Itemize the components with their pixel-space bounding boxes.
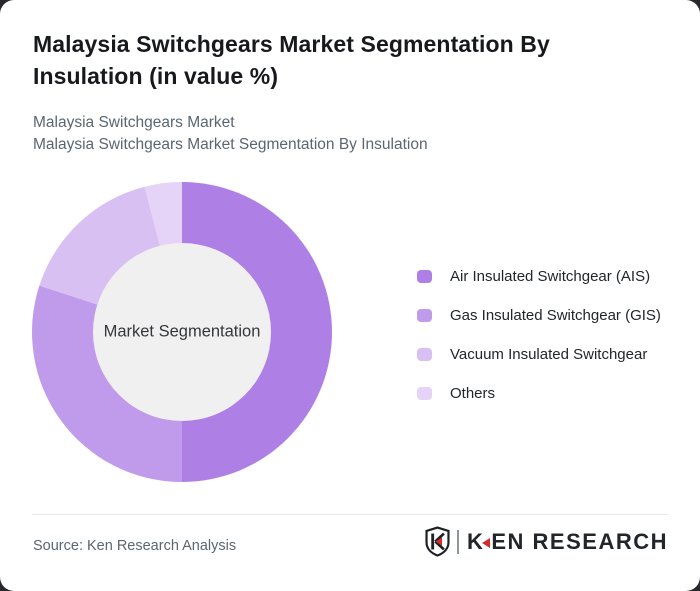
donut-chart: Market Segmentation: [32, 182, 332, 482]
legend-swatch-ais: [417, 270, 432, 283]
legend-label-ais: Air Insulated Switchgear (AIS): [450, 268, 651, 285]
logo-red-arrow-icon: [482, 537, 491, 548]
donut-center-circle: [93, 243, 271, 421]
legend-item-gis[interactable]: Gas Insulated Switchgear (GIS): [417, 296, 661, 335]
legend-label-others: Others: [450, 385, 496, 402]
footer-divider: [32, 514, 668, 515]
logo-rest: EN RESEARCH: [491, 528, 668, 554]
logo-separator: [456, 529, 459, 554]
legend-swatch-gis: [417, 309, 432, 322]
legend-item-ais[interactable]: Air Insulated Switchgear (AIS): [417, 257, 661, 296]
legend-swatch-vacuum: [417, 348, 432, 361]
legend-item-others[interactable]: Others: [417, 374, 661, 413]
legend-label-gis: Gas Insulated Switchgear (GIS): [450, 307, 661, 324]
donut-center-label: Market Segmentation: [103, 322, 261, 341]
donut-svg: [32, 182, 332, 482]
logo-letter-k: K: [466, 528, 485, 554]
legend-item-vacuum[interactable]: Vacuum Insulated Switchgear: [417, 335, 661, 374]
subtitle-market: Malaysia Switchgears Market: [33, 114, 235, 131]
chart-subtitles: Malaysia Switchgears Market Malaysia Swi…: [33, 112, 428, 156]
page-title: Malaysia Switchgears Market Segmentation…: [33, 31, 550, 89]
legend-swatch-others: [417, 387, 432, 400]
subtitle-segmentation: Malaysia Switchgears Market Segmentation…: [33, 136, 428, 153]
legend-label-vacuum: Vacuum Insulated Switchgear: [450, 346, 648, 363]
source-note: Source: Ken Research Analysis: [33, 538, 237, 554]
logo-wordmark: K EN RESEARCH: [467, 529, 668, 555]
chart-legend: Air Insulated Switchgear (AIS) Gas Insul…: [417, 257, 661, 413]
ken-research-logo: K EN RESEARCH: [424, 526, 668, 557]
ken-research-shield-icon: [425, 526, 450, 557]
